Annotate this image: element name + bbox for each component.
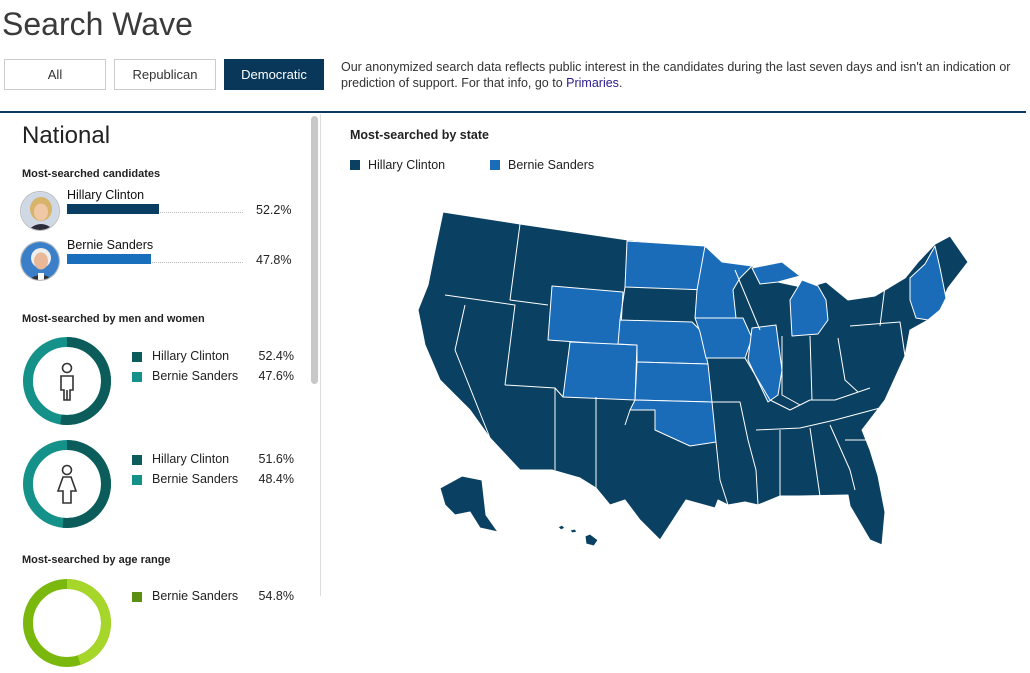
candidate-bar <box>67 204 159 214</box>
state-wyoming[interactable] <box>547 285 624 346</box>
candidate-bar <box>67 254 152 264</box>
map-legend-sanders: Bernie Sanders <box>490 158 594 172</box>
women-donut <box>22 439 112 529</box>
avatar-sanders <box>20 241 60 281</box>
primaries-link[interactable]: Primaries <box>566 75 619 90</box>
man-icon <box>60 362 74 401</box>
state-oklahoma[interactable] <box>629 399 717 447</box>
candidate-pct: 47.8% <box>256 253 292 267</box>
state-new-england[interactable] <box>909 245 947 321</box>
legend-age-sanders: Bernie Sanders 54.8% <box>132 589 302 605</box>
legend-swatch <box>132 455 142 465</box>
state-kansas[interactable] <box>634 361 713 403</box>
map-title: Most-searched by state <box>350 128 489 142</box>
national-panel[interactable] <box>0 114 321 596</box>
header-divider <box>0 111 1026 113</box>
candidate-name: Hillary Clinton <box>67 188 145 202</box>
tab-republican[interactable]: Republican <box>114 59 216 90</box>
state-michigan-up[interactable] <box>751 261 801 285</box>
woman-icon <box>56 464 78 504</box>
candidate-name: Bernie Sanders <box>67 238 154 252</box>
map-legend-clinton: Hillary Clinton <box>350 158 445 172</box>
bar-track <box>67 257 243 263</box>
legend-women-clinton: Hillary Clinton 51.6% <box>132 452 302 468</box>
party-tabs: All Republican Democratic <box>4 59 324 90</box>
legend-swatch <box>490 160 500 170</box>
gender-heading: Most-searched by men and women <box>22 313 205 325</box>
state-illinois[interactable] <box>747 324 783 403</box>
state-hawaii[interactable] <box>584 533 599 547</box>
age-donut <box>22 578 112 668</box>
legend-swatch <box>350 160 360 170</box>
us-state-map[interactable] <box>330 190 970 570</box>
age-heading: Most-searched by age range <box>22 554 171 566</box>
state-colorado[interactable] <box>562 341 638 401</box>
state-alaska[interactable] <box>439 475 499 533</box>
avatar-clinton <box>20 191 60 231</box>
candidate-row-clinton[interactable]: Hillary Clinton 52.2% <box>20 188 300 235</box>
state-north-dakota[interactable] <box>624 240 708 291</box>
legend-men-clinton: Hillary Clinton 52.4% <box>132 349 302 365</box>
page-title: Search Wave <box>2 6 193 42</box>
tab-all[interactable]: All <box>4 59 106 90</box>
men-donut <box>22 336 112 426</box>
state-hawaii-islands[interactable] <box>557 524 578 534</box>
disclaimer-text: Our anonymized search data reflects publ… <box>341 60 1011 90</box>
state-michigan[interactable] <box>789 279 829 337</box>
candidate-row-sanders[interactable]: Bernie Sanders 47.8% <box>20 238 300 285</box>
panel-scrollbar[interactable] <box>311 116 318 384</box>
legend-swatch <box>132 372 142 382</box>
state-minnesota[interactable] <box>694 245 753 319</box>
legend-swatch <box>132 475 142 485</box>
legend-swatch <box>132 592 142 602</box>
legend-swatch <box>132 352 142 362</box>
legend-women-sanders: Bernie Sanders 48.4% <box>132 472 302 488</box>
tab-democratic[interactable]: Democratic <box>224 59 324 90</box>
candidates-heading: Most-searched candidates <box>22 168 161 180</box>
candidate-pct: 52.2% <box>256 203 292 217</box>
national-heading: National <box>22 122 111 149</box>
legend-men-sanders: Bernie Sanders 47.6% <box>132 369 302 385</box>
